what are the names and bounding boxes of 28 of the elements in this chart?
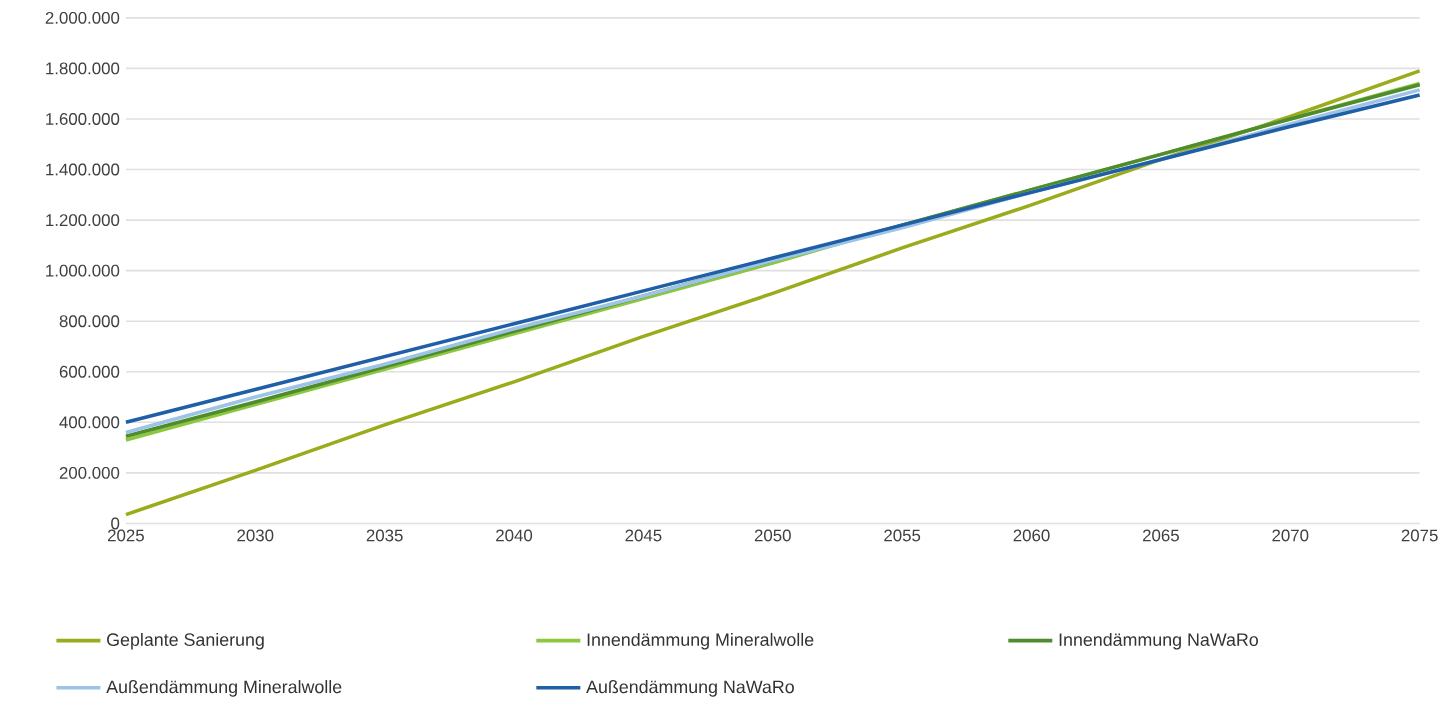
legend-label: Außendämmung Mineralwolle [106,680,342,697]
y-tick-label: 0 [111,517,120,530]
x-tick-label: 2025 [108,529,144,542]
y-tick-label: 1.400.000 [46,163,120,176]
x-tick-label: 2050 [754,529,791,542]
y-tick-label: 200.000 [59,467,120,479]
y-tick-label: 400.000 [59,416,120,429]
y-tick-label: 1.200.000 [46,214,120,227]
y-tick-label: 1.800.000 [46,62,120,75]
y-tick-label: 1.000.000 [46,264,120,277]
x-tick-label: 2030 [237,529,274,542]
x-tick-label: 2055 [884,529,921,542]
y-tick-label: 800.000 [59,315,120,328]
legend-label: Innendämmung Mineralwolle [587,632,814,650]
legend-label: Innendämmung NaWaRo [1059,632,1258,650]
line-series [124,69,1422,517]
x-tick-label: 2070 [1272,529,1309,542]
y-tick-label: 600.000 [59,365,120,378]
y-tick-label: 2.000.000 [45,11,120,24]
legend-label: Außendämmung NaWaRo [586,680,794,697]
x-tick-label: 2035 [366,529,403,542]
x-tick-label: 2060 [1013,529,1050,542]
x-tick-label: 2040 [496,529,533,542]
legend-label: Geplante Sanierung [107,632,264,650]
y-tick-label: 1.600.000 [46,113,120,125]
x-tick-label: 2075 [1401,529,1438,542]
x-tick-label: 2065 [1142,529,1179,542]
x-tick-label: 2045 [625,529,662,542]
